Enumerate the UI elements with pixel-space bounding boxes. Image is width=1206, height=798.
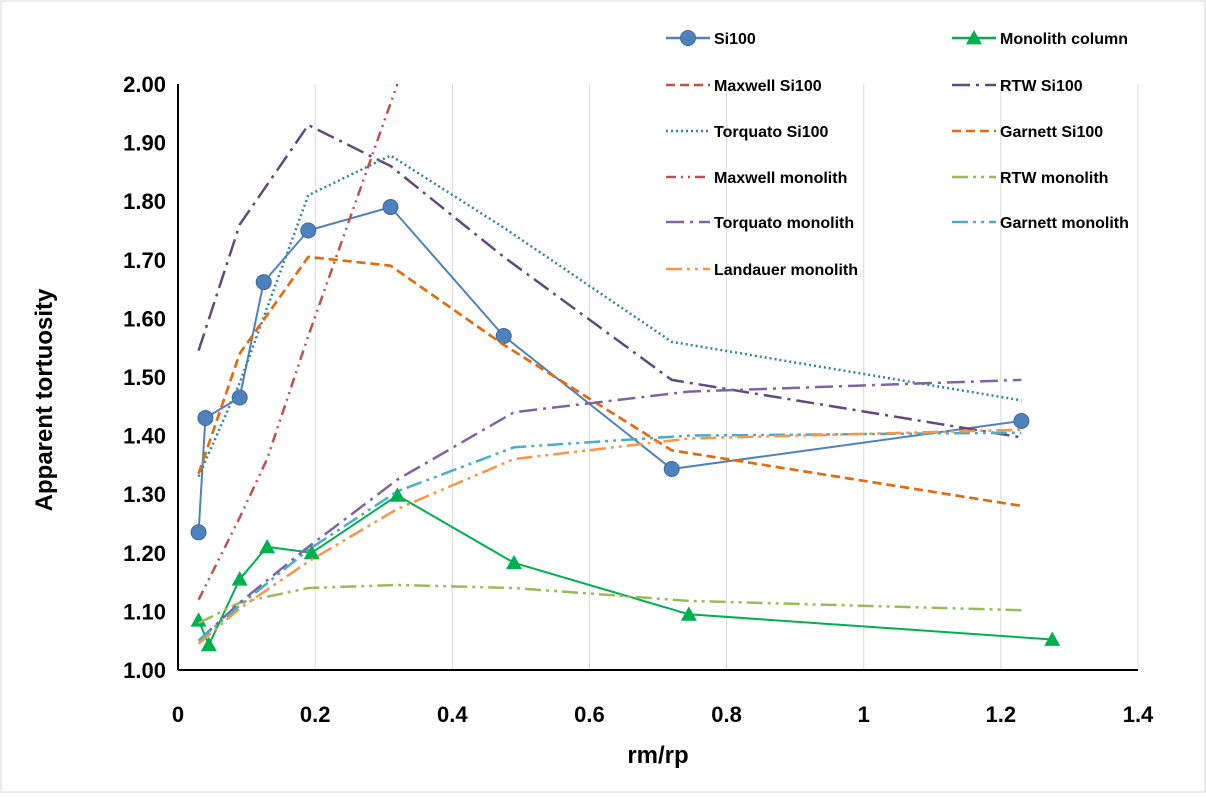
axes — [177, 84, 1138, 671]
y-tick-label: 1.40 — [123, 424, 166, 449]
legend-item: Monolith column — [952, 30, 1128, 48]
y-tick-label: 1.00 — [123, 658, 166, 683]
y-tick-label: 1.70 — [123, 248, 166, 273]
data-point — [300, 222, 317, 239]
series-line — [198, 583, 1022, 625]
data-point — [389, 487, 406, 502]
legend-item: Landauer monolith — [666, 262, 858, 279]
x-tick-label: 1.2 — [986, 702, 1017, 727]
legend-label: Garnett monolith — [1000, 215, 1129, 232]
series-line — [197, 123, 1022, 439]
legend-item: Maxwell Si100 — [666, 78, 822, 95]
y-tick-label: 2.00 — [123, 72, 166, 97]
data-point — [382, 199, 399, 216]
x-tick-label: 0.2 — [300, 702, 331, 727]
series-line — [197, 154, 1022, 478]
legend-item: Torquato Si100 — [666, 124, 828, 141]
data-point — [190, 612, 207, 627]
legend-item: Garnett Si100 — [952, 124, 1103, 141]
x-tick-label: 0.6 — [574, 702, 605, 727]
legend-label: Garnett Si100 — [1000, 124, 1103, 141]
series-torquato-si100 — [197, 154, 1022, 478]
y-tick-label: 1.80 — [123, 189, 166, 214]
data-point — [1013, 412, 1030, 429]
legend-item: Torquato monolith — [666, 215, 854, 232]
series-garnett-monolith — [197, 431, 1022, 642]
series-line — [197, 83, 399, 601]
y-tick-label: 1.20 — [123, 541, 166, 566]
x-tick-label: 1.4 — [1123, 702, 1154, 727]
legend-marker — [966, 30, 982, 45]
legend-label: Maxwell monolith — [714, 170, 847, 187]
x-tick-label: 0.4 — [437, 702, 468, 727]
data-point — [197, 410, 214, 427]
x-axis-title: rm/rp — [627, 742, 688, 769]
data-point — [231, 571, 248, 586]
legend-label: RTW Si100 — [1000, 78, 1083, 95]
legend-item: RTW Si100 — [952, 78, 1083, 95]
legend-label: Torquato Si100 — [714, 124, 828, 141]
data-point — [663, 461, 680, 478]
x-tick-label: 0.8 — [711, 702, 742, 727]
grid — [314, 84, 1139, 670]
legend-label: Landauer monolith — [714, 262, 858, 279]
data-point — [200, 636, 217, 652]
legend-item: RTW monolith — [952, 170, 1108, 187]
series-torquato-monolith — [197, 378, 1022, 642]
data-point — [255, 274, 272, 291]
legend-label: Maxwell Si100 — [714, 78, 822, 95]
legend-marker — [680, 30, 696, 46]
series-garnett-si100 — [197, 255, 1022, 508]
legend-item: Si100 — [666, 30, 756, 48]
legend-label: Torquato monolith — [714, 215, 854, 232]
series-line — [197, 431, 1022, 642]
series-line — [197, 378, 1022, 642]
data-point — [1044, 631, 1061, 646]
series-rtw-si100 — [197, 123, 1022, 439]
data-point — [506, 554, 522, 570]
legend-label: Si100 — [714, 31, 756, 48]
legend-item: Maxwell monolith — [666, 170, 847, 187]
series-rtw-monolith — [198, 583, 1022, 625]
x-tick-label: 1 — [858, 702, 870, 727]
tick-labels: 0 0.2 0.4 0.6 0.8 1 1.2 1.4 1.00 1.10 1.20 1.30 1.40… — [123, 72, 1154, 727]
legend-item: Garnett monolith — [952, 215, 1129, 232]
series-maxwell-monolith — [197, 83, 399, 601]
legend-label: RTW monolith — [1000, 170, 1108, 187]
data-point — [303, 544, 320, 560]
x-tick-label: 0 — [172, 702, 184, 727]
y-tick-label: 1.50 — [123, 365, 166, 390]
plot-series — [190, 83, 1061, 652]
y-tick-label: 1.90 — [123, 131, 166, 156]
legend: Si100 Monolith column Maxwell Si100 RTW Si1… — [666, 30, 1129, 279]
legend-label: Monolith column — [1000, 31, 1128, 48]
series-line — [197, 255, 1022, 508]
series-si100 — [190, 199, 1030, 541]
data-point — [680, 606, 697, 621]
data-point — [259, 538, 276, 554]
y-axis-title: Apparent tortuosity — [31, 288, 58, 511]
y-tick-label: 1.60 — [123, 306, 166, 331]
data-point — [495, 327, 512, 344]
y-tick-label: 1.10 — [123, 599, 166, 624]
y-tick-label: 1.30 — [123, 482, 166, 507]
data-point — [190, 524, 207, 541]
